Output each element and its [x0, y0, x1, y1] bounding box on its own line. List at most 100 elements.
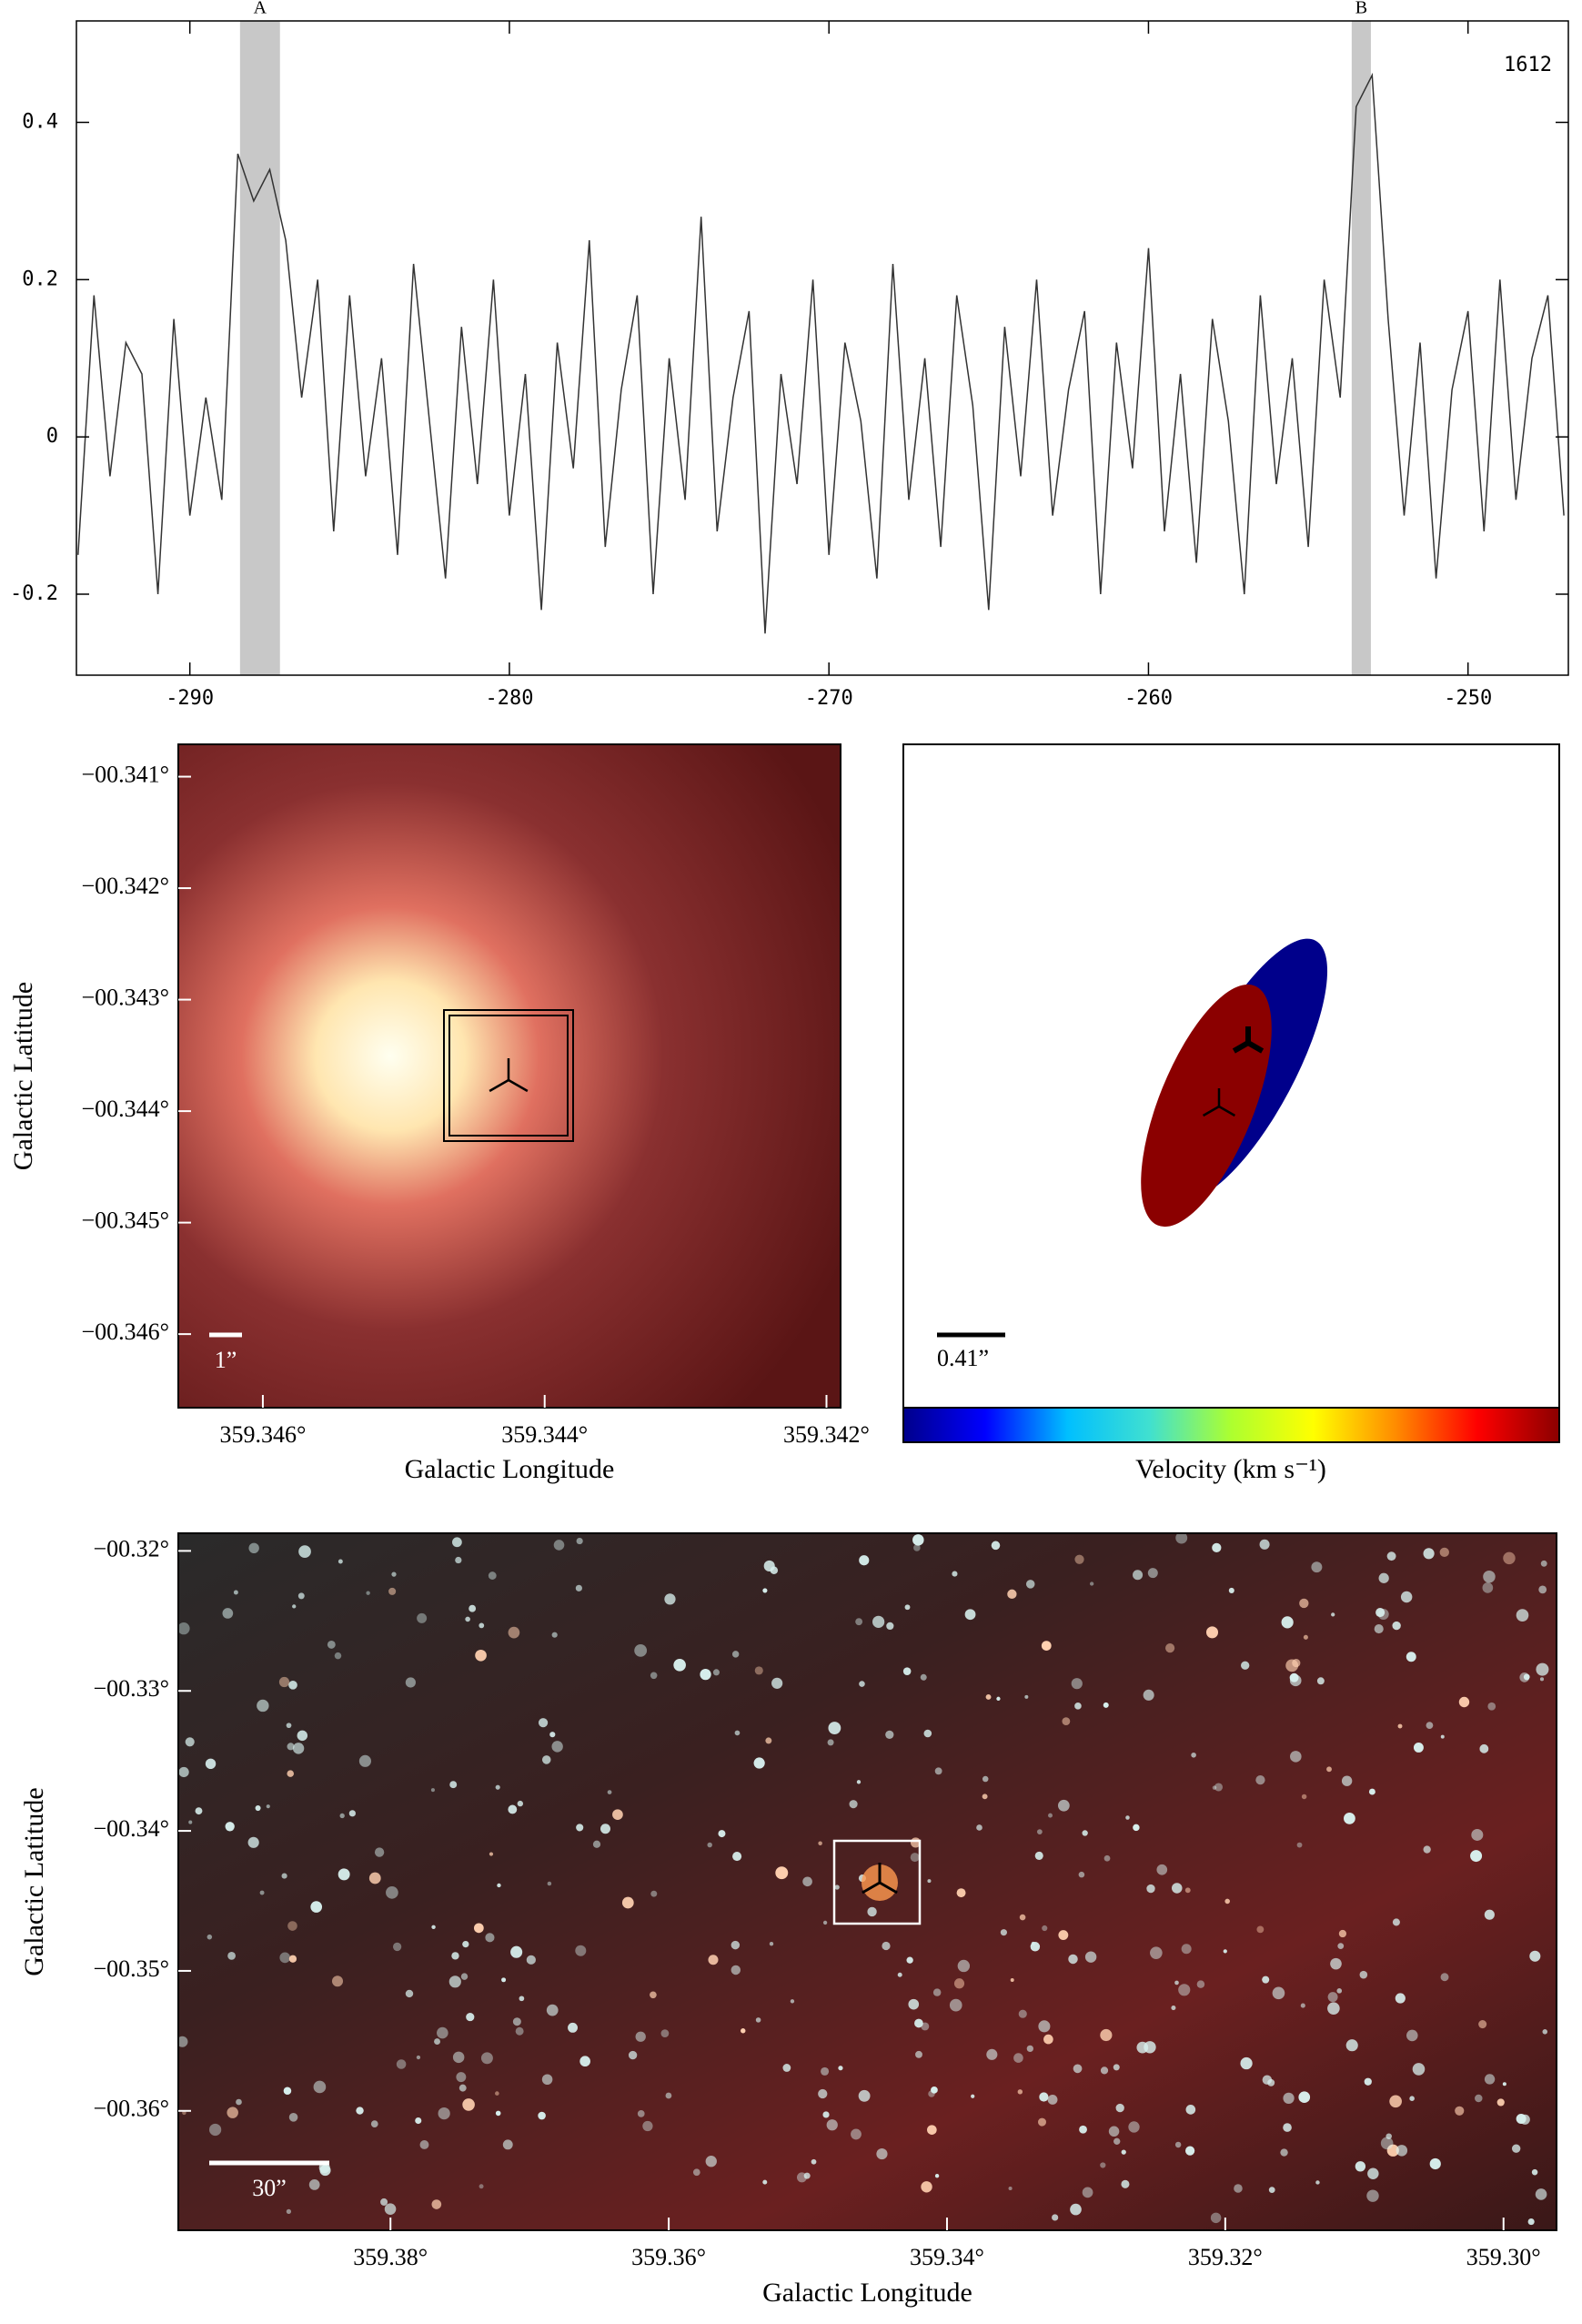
star [753, 1757, 765, 1769]
star [592, 1840, 601, 1848]
star [849, 1800, 858, 1809]
highlight-band [239, 21, 280, 675]
star [331, 1975, 344, 1987]
star [904, 1604, 911, 1611]
star [763, 1560, 775, 1571]
star [208, 2123, 222, 2137]
x-axis-label: Galactic Longitude [762, 2278, 972, 2308]
star [642, 2120, 653, 2132]
star [576, 1537, 583, 1545]
star [607, 1790, 612, 1794]
star [1366, 2189, 1379, 2202]
star [415, 2117, 422, 2125]
x-tick-label: -250 [1444, 687, 1492, 710]
star [914, 2018, 923, 2028]
star [803, 2172, 811, 2179]
star [348, 1810, 356, 1817]
star [953, 1978, 965, 1989]
x-tick-label: -270 [805, 687, 853, 710]
star [897, 1972, 902, 1977]
star [1025, 1580, 1035, 1589]
x-tick-label: 359.36° [631, 2244, 706, 2270]
star [913, 1544, 921, 1551]
star [547, 1881, 552, 1886]
star [526, 1955, 536, 1965]
y-tick-label: −00.343° [81, 985, 169, 1011]
star [1529, 1950, 1541, 1962]
star [1234, 2184, 1243, 2193]
star [1113, 2064, 1120, 2071]
star [1455, 2106, 1465, 2116]
star [822, 1920, 828, 1925]
star [1345, 2039, 1358, 2052]
star [932, 1988, 942, 1996]
star [502, 2139, 513, 2150]
star [195, 1807, 203, 1815]
star [1283, 2092, 1295, 2105]
star [334, 1652, 342, 1660]
star [1516, 2114, 1527, 2125]
star [452, 1537, 462, 1548]
star [650, 1890, 658, 1897]
star [551, 1741, 563, 1753]
star [575, 1945, 587, 1956]
star [1174, 1980, 1179, 1986]
star [600, 1824, 610, 1834]
star [964, 1609, 976, 1621]
star [405, 1677, 416, 1688]
star [495, 1784, 500, 1790]
star [508, 1626, 520, 1639]
y-tick-label: −00.344° [81, 1096, 169, 1122]
star [205, 1758, 217, 1770]
star [1108, 2126, 1120, 2137]
star [971, 2094, 975, 2098]
star [1281, 1616, 1294, 1629]
star [949, 1998, 962, 2012]
star [1043, 2034, 1053, 2045]
star [297, 1730, 308, 1742]
star [734, 1730, 741, 1736]
star [292, 1604, 297, 1609]
star [882, 1941, 891, 1951]
star [541, 2074, 553, 2086]
star [650, 1672, 658, 1680]
star [1341, 1775, 1353, 1786]
star [222, 1608, 234, 1619]
star [451, 1952, 459, 1960]
star [1133, 1824, 1140, 1832]
star [380, 2198, 388, 2206]
star [1070, 2203, 1082, 2216]
scale-bar-label: 30” [252, 2175, 287, 2201]
star [1423, 1845, 1431, 1854]
x-tick-label: 359.344° [501, 1421, 588, 1448]
star [1400, 1591, 1413, 1603]
star [1224, 1898, 1230, 1905]
star [405, 1989, 414, 1998]
star [286, 1723, 292, 1729]
star [1048, 1813, 1053, 1818]
star [991, 1541, 1001, 1551]
star [859, 1555, 870, 1566]
star [1058, 1930, 1069, 1940]
star [1074, 1554, 1084, 1564]
star [283, 2087, 292, 2096]
star [416, 2055, 421, 2060]
star [1240, 2056, 1253, 2070]
star [281, 1873, 287, 1879]
star [1413, 1742, 1424, 1753]
star [1156, 1864, 1168, 1875]
star [1336, 1988, 1343, 1994]
source-marker [879, 1881, 898, 1895]
star [227, 2107, 238, 2118]
star [1283, 2123, 1292, 2132]
star [762, 1588, 768, 1593]
star [1364, 2077, 1372, 2086]
star [1008, 2186, 1013, 2191]
x-axis-label: Galactic Longitude [405, 1454, 615, 1484]
star [519, 1996, 525, 2002]
source-box [443, 1009, 574, 1142]
star [1212, 1542, 1222, 1552]
star [546, 2004, 559, 2016]
ellipse-panel: 0.41” Velocity (km s⁻¹) [902, 743, 1560, 1484]
star [247, 1836, 259, 1848]
